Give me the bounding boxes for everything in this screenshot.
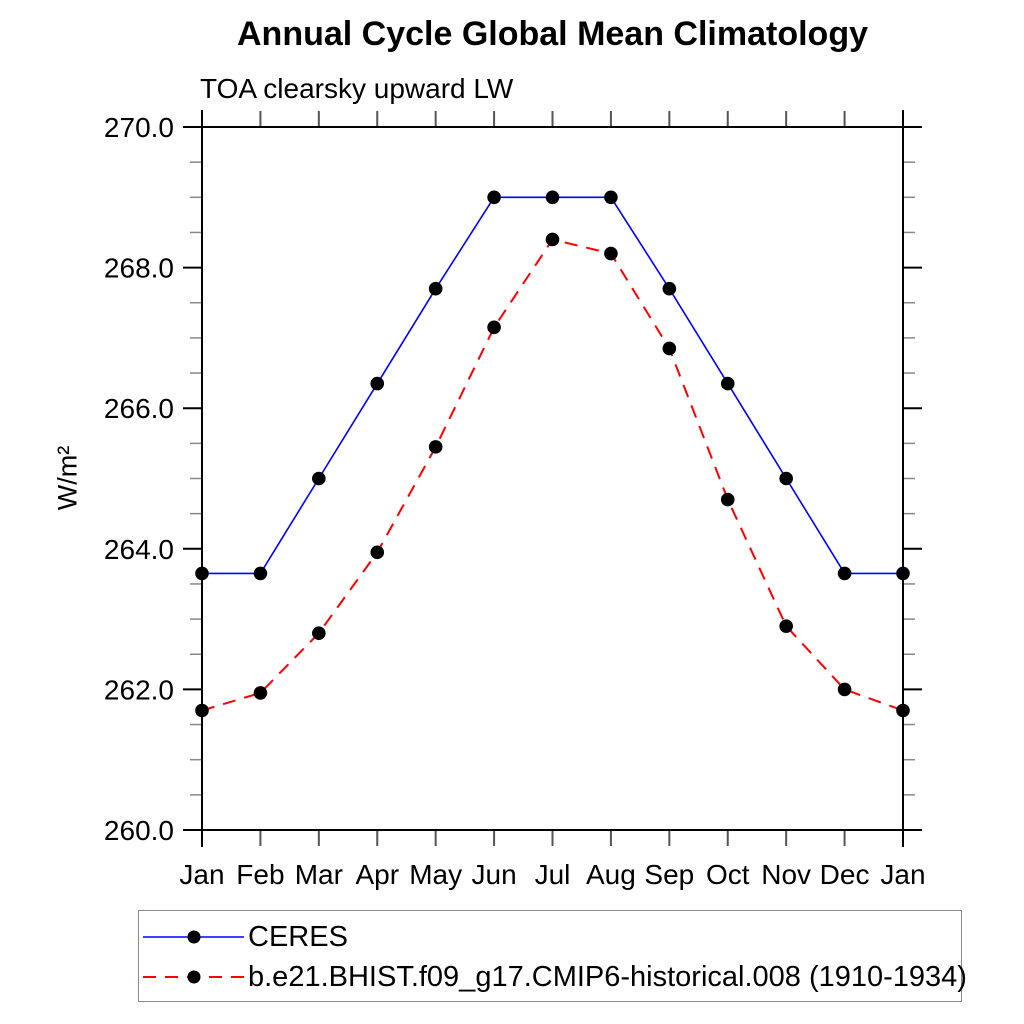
- data-point: [195, 703, 209, 718]
- data-point: [720, 376, 735, 391]
- data-point: [428, 281, 443, 296]
- legend-box: CERES b.e21.BHIST.f09_g17.CMIP6-historica…: [138, 910, 967, 1002]
- data-point: [896, 566, 910, 581]
- series-line-model: [201, 238, 904, 712]
- legend-marker-icon: [187, 970, 201, 984]
- data-point: [487, 190, 501, 205]
- data-point: [370, 376, 385, 391]
- data-point: [195, 566, 209, 581]
- chart-subtitle: TOA clearsky upward LW: [200, 73, 514, 104]
- y-tick-label: 262.0: [104, 674, 174, 705]
- data-point: [487, 320, 501, 335]
- data-point: [604, 246, 618, 261]
- series-line-obs: [202, 196, 903, 575]
- x-tick-label: Dec: [820, 859, 870, 890]
- x-tick-label: Jan: [880, 859, 925, 890]
- data-point: [253, 566, 268, 581]
- y-tick-label: 270.0: [104, 112, 174, 143]
- x-tick-label: Nov: [761, 859, 811, 890]
- data-point: [837, 682, 852, 697]
- x-tick-label: Aug: [586, 859, 636, 890]
- legend-line-sample: [143, 970, 244, 984]
- data-point: [779, 471, 793, 486]
- x-tick-label: Apr: [355, 859, 399, 890]
- data-point: [662, 341, 677, 356]
- x-tick-label: Jan: [179, 859, 224, 890]
- y-tick-label: 260.0: [104, 815, 174, 846]
- data-point: [720, 492, 735, 507]
- data-point: [312, 471, 326, 486]
- legend-label: CERES: [248, 920, 348, 953]
- x-tick-label: Feb: [236, 859, 284, 890]
- x-tick-label: May: [409, 859, 462, 890]
- legend-label: b.e21.BHIST.f09_g17.CMIP6-historical.008…: [248, 960, 967, 993]
- x-tick-label: Mar: [295, 859, 343, 890]
- data-point: [312, 626, 326, 640]
- data-point: [253, 686, 268, 700]
- legend-line-sample: [143, 930, 244, 944]
- legend-item: b.e21.BHIST.f09_g17.CMIP6-historical.008…: [143, 957, 967, 997]
- data-point: [662, 281, 677, 296]
- legend-item: CERES: [143, 917, 961, 957]
- data-point: [545, 190, 560, 205]
- data-point: [604, 190, 618, 205]
- y-tick-label: 268.0: [104, 253, 174, 284]
- y-tick-label: 266.0: [104, 393, 174, 424]
- data-point: [428, 440, 443, 454]
- x-tick-label: Jul: [535, 859, 571, 890]
- data-point: [545, 232, 560, 247]
- x-tick-label: Sep: [644, 859, 694, 890]
- data-point: [779, 619, 793, 633]
- data-point: [370, 545, 385, 560]
- chart-title: Annual Cycle Global Mean Climatology: [237, 15, 868, 53]
- data-point: [896, 703, 910, 718]
- data-point: [837, 566, 852, 581]
- x-tick-label: Oct: [706, 859, 750, 890]
- x-tick-label: Jun: [472, 859, 517, 890]
- y-tick-label: 264.0: [104, 534, 174, 565]
- legend-marker-icon: [187, 930, 201, 944]
